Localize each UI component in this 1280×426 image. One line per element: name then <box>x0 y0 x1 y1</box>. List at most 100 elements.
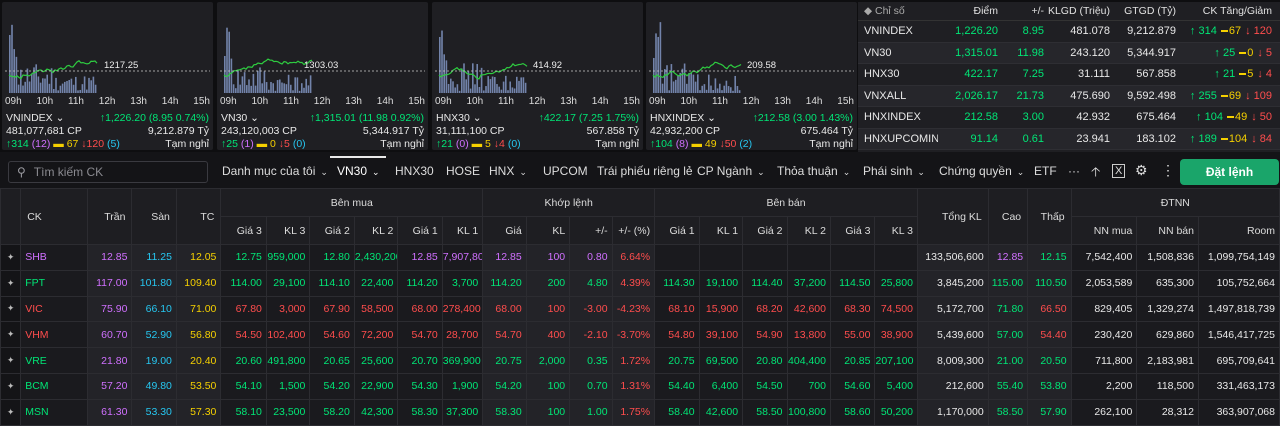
cell-cao: 12.85 <box>987 244 1029 271</box>
decliners: ↓ 5 <box>1257 46 1272 59</box>
cell-ck[interactable]: VIC <box>20 295 88 323</box>
cell-kl-1: 42,600 <box>698 398 744 426</box>
cell-kl-1: 28,700 <box>441 321 484 349</box>
excel-icon[interactable]: X <box>1112 164 1126 178</box>
tab-1[interactable]: VN30 ⌄ <box>337 164 380 178</box>
cell-kl-3: 102,400 <box>265 321 311 349</box>
index-row-vnindex[interactable]: VNINDEX 1,226.20 8.95 481.078 9,212.879 ↑ 314… <box>858 21 1280 43</box>
gear-icon[interactable]: ⚙ <box>1135 162 1148 178</box>
table-row[interactable]: ✦ BCM 57.20 49.80 53.50 54.10 1,500 54.20 22,900… <box>0 372 1280 400</box>
cell-kl-2: 13,800 <box>786 321 832 349</box>
index-volume: 42.932 <box>1076 111 1110 124</box>
volume-bar <box>285 84 288 93</box>
index-name: VNINDEX ⌄ <box>6 112 65 124</box>
cell-gi-2: 20.80 <box>742 347 788 374</box>
tab-7[interactable]: CP Ngành ⌄ <box>697 164 765 178</box>
table-row[interactable]: ✦ VHM 60.70 52.90 56.80 54.50 102,400 54.60 72,2… <box>0 321 1280 349</box>
volume-bar <box>721 90 723 93</box>
tab-12[interactable]: ··· <box>1068 164 1080 178</box>
table-row[interactable]: ✦ MSN 61.30 53.30 57.30 58.10 23,500 58.20 42,30… <box>0 398 1280 426</box>
index-table-header: ◆ Chỉ số Điểm +/- KLGD (Triệu) GTGD (Tỷ)… <box>858 2 1280 21</box>
index-row-hnxupcomindex[interactable]: HNXUPCOMINDEX 91.14 0.61 23.941 183.102 ↑ 189… <box>858 128 1280 150</box>
tab-10[interactable]: Chứng quyền ⌄ <box>939 164 1025 178</box>
volume-bar <box>15 56 18 93</box>
index-change: 8.95 <box>1022 25 1044 38</box>
cell-ck[interactable]: SHB <box>20 244 88 271</box>
volume-bar <box>281 82 283 93</box>
tab-6[interactable]: Trái phiếu riêng lẻ <box>597 164 693 178</box>
pin-icon[interactable]: ✦ <box>0 269 22 297</box>
cell--: 4.80 <box>569 269 613 297</box>
index-row-hnxindex[interactable]: HNXINDEX 212.58 3.00 42.932 675.464 ↑ 104 49 ↓ … <box>858 107 1280 129</box>
table-row[interactable]: ✦ VIC 75.90 66.10 71.00 67.80 3,000 67.90 58,500… <box>0 295 1280 323</box>
cell-th-p: 54.40 <box>1027 321 1072 349</box>
search-box[interactable]: ⚲ <box>8 161 208 183</box>
index-row-vnxall[interactable]: VNXALL 2,026.17 21.73 475.690 9,592.498 ↑ 255… <box>858 85 1280 107</box>
pin-icon[interactable]: ✦ <box>0 295 22 323</box>
pin-icon[interactable]: ✦ <box>0 347 22 374</box>
col-4: Giá 3 <box>220 216 267 245</box>
cell-gi-2: 58.20 <box>309 398 355 426</box>
volume-bar <box>224 55 226 93</box>
index-change: 11.98 <box>1017 46 1044 59</box>
session-volume: ↑212.58 (3.00 1.43%) <box>752 112 853 124</box>
cell-t-ng-kl: 8,009,300 <box>916 347 989 374</box>
cell-nn-b-n: 635,300 <box>1136 269 1199 297</box>
volume-bar <box>445 60 448 93</box>
volume-bar <box>230 58 233 93</box>
pin-icon[interactable]: ✦ <box>0 372 22 400</box>
unchanged: 0 <box>1239 47 1253 59</box>
cell-t-ng-kl: 5,439,600 <box>916 321 989 349</box>
cell-ck[interactable]: BCM <box>20 372 88 400</box>
tab-3[interactable]: HOSE <box>446 164 481 178</box>
upload-icon[interactable]: 🡡 <box>1091 164 1101 179</box>
search-input[interactable] <box>33 165 184 179</box>
volume-bar <box>276 80 279 93</box>
cell-cao: 57.00 <box>987 321 1029 349</box>
mini-chart-hnx30[interactable]: 414.92 09h 10h 11h 12h 13h 14h 15h HNX30 ⌄ ↑422.1… <box>432 2 643 150</box>
cell--: 1.00 <box>569 398 613 426</box>
cell-tr-n: 61.30 <box>86 398 133 426</box>
cell-gi-1: 54.30 <box>397 372 443 400</box>
tab-8[interactable]: Thỏa thuận ⌄ <box>777 164 851 178</box>
volume-bar <box>513 88 516 93</box>
cell-room: 105,752,664 <box>1197 269 1280 297</box>
unchanged-count: ▬ 67 <box>50 138 79 150</box>
pin-icon[interactable]: ✦ <box>0 398 22 426</box>
index-row-hnx30[interactable]: HNX30 422.17 7.25 31.111 567.858 ↑ 21 5 ↓ 4 <box>858 64 1280 86</box>
pin-icon[interactable]: ✦ <box>0 321 22 349</box>
place-order-button[interactable]: Đặt lệnh <box>1180 159 1279 185</box>
cell-ck[interactable]: FPT <box>20 269 88 297</box>
cell-nn-b-n: 1,329,274 <box>1136 295 1199 323</box>
table-row[interactable]: ✦ FPT 117.00 101.80 109.40 114.00 29,100 114.10… <box>0 269 1280 297</box>
cell-kl-1: 7,907,800 <box>441 244 484 271</box>
more-vertical-icon[interactable]: ⋮ <box>1161 162 1175 178</box>
cell-ck[interactable]: MSN <box>20 398 88 426</box>
tab-11[interactable]: ETF <box>1034 164 1057 178</box>
time-label: 14h <box>376 96 394 107</box>
index-value: 9,212.879 <box>1127 25 1176 38</box>
cell-ck[interactable]: VHM <box>20 321 88 349</box>
tab-5[interactable]: UPCOM <box>543 164 588 178</box>
cell-gi-: 114.20 <box>482 269 527 297</box>
mini-chart-vnindex[interactable]: 1217.25 09h 10h 11h 12h 13h 14h 15h VNINDEX ⌄ ↑1,… <box>2 2 213 150</box>
volume-bar <box>75 76 77 93</box>
tab-9[interactable]: Phái sinh ⌄ <box>863 164 925 178</box>
col-tc: TC <box>175 188 222 245</box>
volume-bar <box>450 78 452 93</box>
table-row[interactable]: ✦ VRE 21.80 19.00 20.40 20.60 491,800 20.65 25,6… <box>0 347 1280 374</box>
index-name: VN30 <box>864 46 892 59</box>
search-icon: ⚲ <box>17 165 26 179</box>
pin-icon[interactable]: ✦ <box>0 244 22 271</box>
cell-tr-n: 21.80 <box>86 347 133 374</box>
tab-4[interactable]: HNX ⌄ <box>489 164 527 178</box>
mini-chart-vn30[interactable]: 1303.03 09h 10h 11h 12h 13h 14h 15h VN30 ⌄ ↑1,315… <box>217 2 428 150</box>
cell-gi-3: 114.00 <box>220 269 267 297</box>
index-row-vn30[interactable]: VN30 1,315.01 11.98 243.120 5,344.917 ↑ 25 0 ↓ … <box>858 42 1280 64</box>
mini-chart-hnxindex[interactable]: 209.58 09h 10h 11h 12h 13h 14h 15h HNXINDEX ⌄ ↑21… <box>646 2 857 150</box>
cell-kl: 100 <box>525 295 571 323</box>
tab-2[interactable]: HNX30 <box>395 164 434 178</box>
tab-0[interactable]: Danh mục của tôi ⌄ <box>222 164 328 178</box>
table-row[interactable]: ✦ SHB 12.85 11.25 12.05 12.75 959,000 12.80 2,43… <box>0 244 1280 271</box>
cell-ck[interactable]: VRE <box>20 347 88 374</box>
